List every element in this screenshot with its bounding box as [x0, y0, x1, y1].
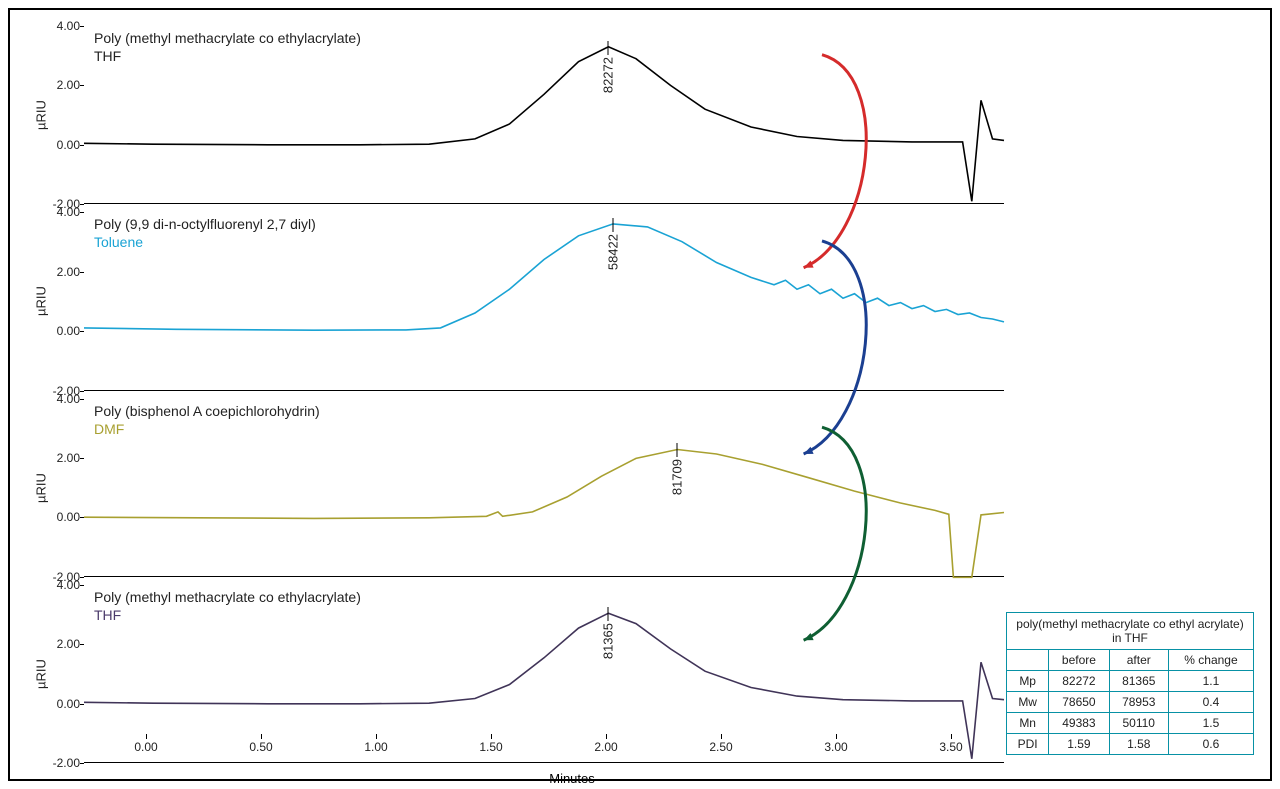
panel-title: Poly (9,9 di-n-octylfluorenyl 2,7 diyl)	[94, 216, 316, 232]
peak-label: 58422	[606, 234, 621, 270]
table-header-row: before after % change	[1007, 650, 1254, 671]
table-row: Mw78650789530.4	[1007, 692, 1254, 713]
table-caption: poly(methyl methacrylate co ethyl acryla…	[1006, 612, 1254, 649]
results-table: poly(methyl methacrylate co ethyl acryla…	[1006, 612, 1254, 755]
y-axis-label: µRIU	[33, 100, 48, 130]
y-tick-label: 0.00	[44, 697, 80, 711]
table-cell: 49383	[1049, 713, 1109, 734]
peak-label: 81709	[670, 459, 685, 495]
x-axis-label: Minutes	[549, 771, 595, 786]
chart-panel: -2.000.002.004.00µRIU82272Poly (methyl m…	[22, 22, 1010, 208]
table-cell: 0.6	[1168, 734, 1253, 755]
chart-panel: -2.000.002.004.00µRIU58422Poly (9,9 di-n…	[22, 208, 1010, 394]
panel-title: Poly (methyl methacrylate co ethylacryla…	[94, 30, 361, 46]
table-cell: 78953	[1109, 692, 1168, 713]
y-tick-label: 4.00	[44, 205, 80, 219]
x-tick-label: 3.00	[824, 740, 847, 754]
chart-panel: -2.00 0.00 2.00 4.00 µRIU 81365 0.00 0.50 1.00 1.…	[22, 581, 1010, 767]
plot-area: 813650.000.501.001.502.002.503.003.50Min…	[84, 585, 1004, 763]
panel-solvent: THF	[94, 48, 121, 64]
chromatogram-curve	[84, 399, 1004, 576]
x-tick-label: 0.00	[134, 740, 157, 754]
chromatogram-curve	[84, 212, 1004, 389]
plot-area: 82272	[84, 26, 1004, 204]
table-caption-line2: in THF	[1112, 631, 1148, 645]
table-col-after: after	[1109, 650, 1168, 671]
peak-marker: 82272	[601, 41, 616, 93]
y-tick-label: 4.00	[44, 392, 80, 406]
peak-label: 82272	[601, 57, 616, 93]
x-tick-label: 3.50	[939, 740, 962, 754]
table-cell: 50110	[1109, 713, 1168, 734]
y-tick-label: 2.00	[44, 451, 80, 465]
table-cell: 1.59	[1049, 734, 1109, 755]
panel-solvent: DMF	[94, 421, 124, 437]
chart-panel: -2.000.002.004.00µRIU81709Poly (bispheno…	[22, 395, 1010, 581]
peak-marker: 58422	[606, 218, 621, 270]
y-axis-label: µRIU	[33, 286, 48, 316]
table-caption-line1: poly(methyl methacrylate co ethyl acryla…	[1016, 617, 1243, 631]
x-tick-label: 1.00	[364, 740, 387, 754]
panel-solvent: Toluene	[94, 234, 143, 250]
panel-title: Poly (bisphenol A coepichlorohydrin)	[94, 403, 320, 419]
table-cell: Mp	[1007, 671, 1049, 692]
table-row: Mp82272813651.1	[1007, 671, 1254, 692]
y-tick-label: 2.00	[44, 265, 80, 279]
table-cell: Mn	[1007, 713, 1049, 734]
plot-area: 81709	[84, 399, 1004, 577]
plot-area: 58422	[84, 212, 1004, 390]
y-tick-label: 0.00	[44, 138, 80, 152]
panel-title: Poly (methyl methacrylate co ethylacryla…	[94, 589, 361, 605]
table-cell: 1.1	[1168, 671, 1253, 692]
x-tick-label: 2.50	[709, 740, 732, 754]
table-col-blank	[1007, 650, 1049, 671]
table-col-before: before	[1049, 650, 1109, 671]
y-tick-label: 2.00	[44, 78, 80, 92]
y-tick-label: 0.00	[44, 324, 80, 338]
x-tick-label: 0.50	[249, 740, 272, 754]
table-cell: 82272	[1049, 671, 1109, 692]
chromatogram-curve	[84, 26, 1004, 203]
y-tick-label: -2.00	[44, 756, 80, 770]
peak-marker: 81709	[670, 443, 685, 495]
figure-frame: -2.00 0.00 2.00 4.00 µRIU 82272 Poly (methyl m…	[8, 8, 1272, 781]
table-cell: 78650	[1049, 692, 1109, 713]
y-tick-label: 2.00	[44, 637, 80, 651]
table-cell: 1.58	[1109, 734, 1168, 755]
y-tick-label: 4.00	[44, 578, 80, 592]
x-tick-label: 1.50	[479, 740, 502, 754]
y-tick-label: 0.00	[44, 510, 80, 524]
table-cell: Mw	[1007, 692, 1049, 713]
peak-marker: 81365	[601, 607, 616, 659]
panel-solvent: THF	[94, 607, 121, 623]
x-tick-label: 2.00	[594, 740, 617, 754]
table-cell: 1.5	[1168, 713, 1253, 734]
table-row: PDI1.591.580.6	[1007, 734, 1254, 755]
table-cell: 81365	[1109, 671, 1168, 692]
table-row: Mn49383501101.5	[1007, 713, 1254, 734]
charts-column: -2.00 0.00 2.00 4.00 µRIU 82272 Poly (methyl m…	[22, 22, 1010, 767]
y-axis-label: µRIU	[33, 473, 48, 503]
y-tick-label: 4.00	[44, 19, 80, 33]
table-cell: PDI	[1007, 734, 1049, 755]
table-col-change: % change	[1168, 650, 1253, 671]
y-axis-label: µRIU	[33, 659, 48, 689]
peak-label: 81365	[601, 623, 616, 659]
table-cell: 0.4	[1168, 692, 1253, 713]
x-axis: 0.000.501.001.502.002.503.003.50Minutes	[146, 734, 998, 764]
